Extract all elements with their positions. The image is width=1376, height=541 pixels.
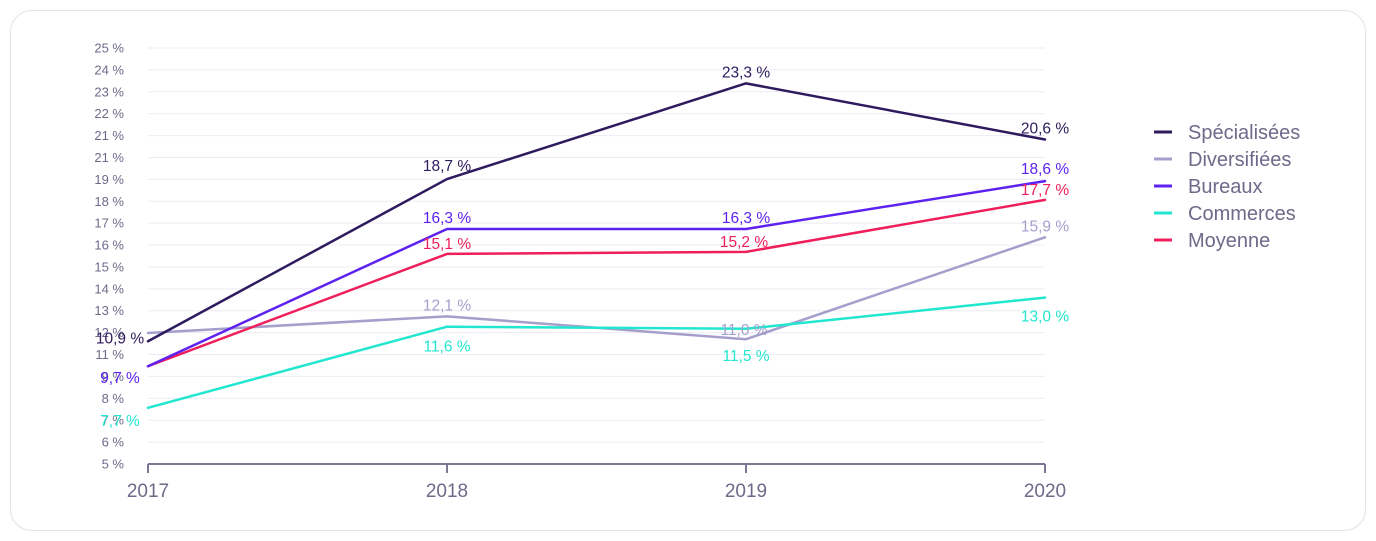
legend-label: Bureaux: [1188, 176, 1263, 198]
data-label: 11,0 %: [720, 322, 767, 339]
legend-label: Moyenne: [1188, 230, 1270, 252]
x-tick-label: 2018: [426, 481, 468, 502]
y-tick-label: 25 %: [94, 41, 124, 56]
data-label: 11,5 %: [722, 348, 769, 365]
legend-item: Moyenne: [1154, 230, 1270, 252]
data-label: 15,9 %: [1021, 218, 1069, 235]
y-tick-label: 18 %: [94, 194, 124, 209]
legend-label: Spécialisées: [1188, 122, 1300, 144]
y-tick-label: 12 %: [94, 325, 124, 340]
data-label: 7,7 %: [100, 413, 140, 430]
data-label: 15,1 %: [423, 236, 471, 253]
data-label: 17,7 %: [1021, 182, 1069, 199]
chart-card: [10, 10, 1366, 531]
data-label: 16,3 %: [423, 210, 471, 227]
data-labels: 10,9 % 18,7 % 23,3 % 20,6 % 12,1 % 11,0 % 15,9…: [96, 64, 1069, 429]
y-axis-ticks: 25 % 24 % 23 % 22 % 21 % 21 % 19 % 18 % 17 % 16 %…: [94, 41, 124, 472]
gridlines: [148, 47, 1045, 443]
data-label: 18,7 %: [423, 158, 471, 175]
y-tick-label: 7 %: [102, 413, 125, 428]
y-tick-label: 22 %: [94, 106, 124, 121]
series-line-commerces: [146, 296, 1047, 410]
y-tick-label: 6 %: [102, 435, 125, 450]
x-tick-label: 2017: [127, 481, 169, 502]
y-tick-label: 21 %: [94, 150, 124, 165]
data-label: 9,7 %: [100, 370, 140, 387]
series-line-bureaux: [146, 179, 1047, 368]
x-axis: 2017 2018 2019 2020: [127, 463, 1066, 502]
legend-item: Commerces: [1154, 203, 1296, 225]
legend-item: Bureaux: [1154, 176, 1263, 198]
legend-label: Commerces: [1188, 203, 1296, 225]
x-tick-label: 2019: [725, 481, 767, 502]
data-label: 10,9 %: [96, 330, 144, 347]
legend: Spécialisées Diversifiées Bureaux Commerces…: [1154, 122, 1300, 252]
y-tick-label: 23 %: [94, 84, 124, 99]
data-label: 23,3 %: [722, 64, 770, 81]
y-tick-label: 16 %: [94, 238, 124, 253]
y-tick-label: 15 %: [94, 259, 124, 274]
y-tick-label: 5 %: [102, 457, 125, 472]
series-lines: [146, 82, 1047, 410]
y-tick-label: 13 %: [94, 303, 124, 318]
y-tick-label: 21 %: [94, 128, 124, 143]
series-line-spécialisées: [146, 82, 1047, 343]
data-label: 18,6 %: [1021, 161, 1069, 178]
data-label: 16,3 %: [722, 210, 770, 227]
y-tick-label: 19 %: [94, 172, 124, 187]
legend-label: Diversifiées: [1188, 149, 1291, 171]
legend-item: Diversifiées: [1154, 149, 1291, 171]
y-tick-label: 24 %: [94, 62, 124, 77]
y-tick-label: 17 %: [94, 216, 124, 231]
data-label: 12,1 %: [423, 297, 471, 314]
x-tick-label: 2020: [1024, 481, 1066, 502]
data-label: 20,6 %: [1021, 121, 1069, 138]
series-line-moyenne: [146, 198, 1047, 368]
data-label: 11,6 %: [423, 339, 470, 356]
y-tick-label: 9 %: [102, 369, 125, 384]
y-tick-label: 8 %: [102, 391, 125, 406]
data-label: 15,2 %: [720, 234, 768, 251]
y-tick-label: 14 %: [94, 281, 124, 296]
y-tick-label: 11 %: [95, 347, 124, 362]
data-label: 13,0 %: [1021, 309, 1069, 326]
legend-item: Spécialisées: [1154, 122, 1300, 144]
